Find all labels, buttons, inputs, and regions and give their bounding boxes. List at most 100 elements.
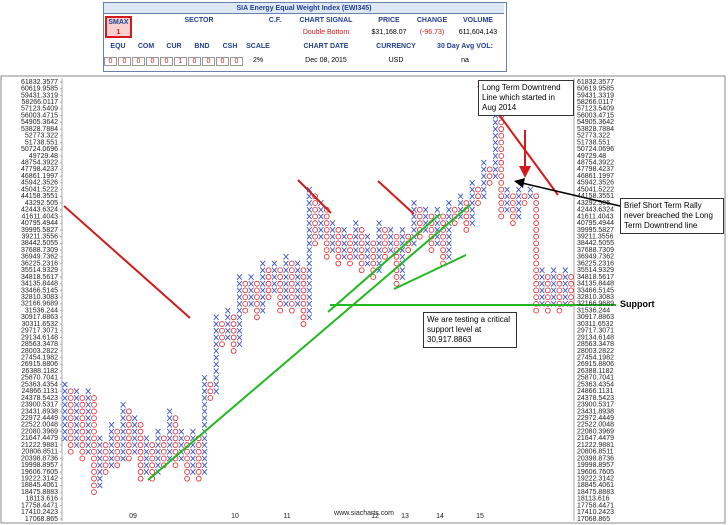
y-tick-label: 26388.1182 bbox=[22, 368, 59, 375]
x-column bbox=[457, 193, 464, 220]
y-tick-label-right: 54905.3642 bbox=[577, 119, 614, 126]
y-tick-label-right: 23900.5317 bbox=[577, 402, 614, 409]
y-tick-label-right: 19998.8957 bbox=[577, 462, 614, 469]
trend-line bbox=[377, 180, 415, 215]
x-column bbox=[178, 428, 185, 462]
y-tick-label: 31536.244 bbox=[25, 307, 58, 314]
y-tick-label: 39995.5827 bbox=[21, 227, 58, 234]
o-column bbox=[393, 233, 400, 287]
trend-line bbox=[147, 204, 471, 481]
o-column bbox=[544, 274, 551, 314]
y-tick-label-right: 36225.2316 bbox=[577, 260, 614, 267]
x-column bbox=[376, 220, 382, 274]
o-column bbox=[114, 428, 121, 469]
y-tick-label-right: 17068.865 bbox=[577, 516, 610, 523]
smax-label: SMAX bbox=[108, 19, 129, 26]
y-tick-label-right: 38442.5055 bbox=[577, 240, 614, 247]
y-tick-label: 42443.6324 bbox=[21, 207, 58, 214]
y-tick-label-right: 45942.3526 bbox=[577, 180, 614, 187]
footer: www.siacharts.com bbox=[333, 510, 394, 517]
x-column bbox=[73, 388, 80, 449]
y-tick-label: 19606.7605 bbox=[21, 469, 58, 476]
o-column bbox=[207, 381, 214, 401]
y-tick-label: 48754.3922 bbox=[21, 160, 58, 167]
o-column bbox=[230, 314, 237, 354]
o-column bbox=[521, 193, 528, 206]
y-tick-label: 17410.2423 bbox=[21, 509, 58, 516]
o-column bbox=[102, 442, 109, 475]
x-column bbox=[318, 200, 324, 240]
x-column bbox=[166, 408, 173, 462]
o-column bbox=[370, 240, 377, 280]
value: Dec 08, 2015 bbox=[305, 57, 347, 64]
arrow-head bbox=[519, 166, 531, 178]
y-tick-label-right: 18845.4061 bbox=[577, 482, 614, 489]
o-column bbox=[79, 395, 86, 462]
y-tick-label-right: 18113.616 bbox=[577, 496, 610, 503]
y-tick-label: 23431.8938 bbox=[21, 408, 58, 415]
o-column bbox=[533, 193, 540, 314]
rating-label: EQU bbox=[110, 43, 126, 50]
o-column bbox=[510, 193, 516, 227]
x-column bbox=[539, 267, 545, 307]
y-tick-label-right: 43292.505 bbox=[577, 200, 610, 207]
x-column bbox=[259, 260, 266, 314]
x-column bbox=[62, 381, 68, 442]
columns bbox=[62, 105, 574, 495]
y-tick-label: 44158.3551 bbox=[21, 193, 58, 200]
y-tick-label-right: 28003.2822 bbox=[577, 348, 614, 355]
o-column bbox=[277, 267, 284, 314]
x-column bbox=[527, 186, 534, 200]
y-tick-label-right: 32810.3083 bbox=[577, 294, 614, 301]
y-tick-label: 49729.48 bbox=[29, 153, 58, 160]
y-tick-label-right: 22080.3969 bbox=[577, 428, 614, 435]
y-tick-label: 58266.0117 bbox=[22, 99, 59, 106]
smax-value: 1 bbox=[116, 29, 121, 36]
x-column bbox=[562, 267, 569, 307]
y-tick-label-right: 34135.8448 bbox=[577, 281, 614, 288]
y-tick-label: 26915.8806 bbox=[21, 361, 58, 368]
o-column bbox=[335, 227, 342, 267]
smax: SMAX 1 bbox=[105, 16, 132, 38]
y-tick-label-right: 18475.8883 bbox=[577, 489, 614, 496]
label: 30 Day Avg VOL: bbox=[437, 43, 493, 50]
y-tick-label-right: 57123.5409 bbox=[577, 106, 614, 113]
o-column bbox=[91, 395, 97, 495]
y-tick-label-right: 23431.8938 bbox=[577, 408, 614, 415]
o-column bbox=[254, 280, 260, 321]
y-tick-label: 28563.3478 bbox=[21, 341, 58, 348]
x-column bbox=[155, 428, 161, 475]
y-tick-label: 32810.3083 bbox=[21, 294, 58, 301]
x-tick-label: 11 bbox=[283, 513, 290, 520]
y-tick-label: 38442.5055 bbox=[21, 240, 58, 247]
y-tick-label: 35514.9329 bbox=[21, 267, 58, 274]
value: Double Bottom bbox=[302, 29, 350, 36]
uptrend-lines bbox=[147, 204, 616, 481]
o-column bbox=[347, 233, 353, 267]
y-tick-label: 19998.8957 bbox=[21, 462, 58, 469]
y-tick-label-right: 19222.3142 bbox=[577, 476, 614, 483]
o-column bbox=[358, 227, 365, 274]
x-column bbox=[504, 186, 510, 213]
y-tick-label: 61832.3577 bbox=[21, 79, 58, 86]
frame bbox=[0, 75, 726, 524]
y-tick-label: 51738.551 bbox=[25, 139, 58, 146]
y-tick-label-right: 36949.7362 bbox=[577, 254, 614, 261]
y-tick-label-right: 34818.5617 bbox=[577, 274, 614, 281]
y-tick-label: 53828.7884 bbox=[21, 126, 58, 133]
o-column bbox=[172, 415, 179, 469]
y-tick-label: 59431.3319 bbox=[21, 92, 58, 99]
y-tick-label-right: 28563.3478 bbox=[577, 341, 614, 348]
label: C.F. bbox=[268, 17, 282, 24]
o-column bbox=[195, 435, 202, 482]
y-tick-label: 52773.322 bbox=[25, 133, 58, 140]
y-tick-label-right: 50724.0696 bbox=[577, 146, 614, 153]
x-column bbox=[201, 374, 208, 475]
annotation: We are testing a critical support level … bbox=[423, 312, 517, 348]
y-tick-label-right: 21647.4479 bbox=[577, 435, 614, 442]
y-tick-label-right: 47798.4237 bbox=[577, 166, 614, 173]
x-column bbox=[329, 220, 336, 254]
y-tick-label: 28003.2822 bbox=[21, 348, 58, 355]
y-tick-label-right: 30917.8863 bbox=[577, 314, 614, 321]
x-tick-label: 14 bbox=[436, 513, 444, 520]
